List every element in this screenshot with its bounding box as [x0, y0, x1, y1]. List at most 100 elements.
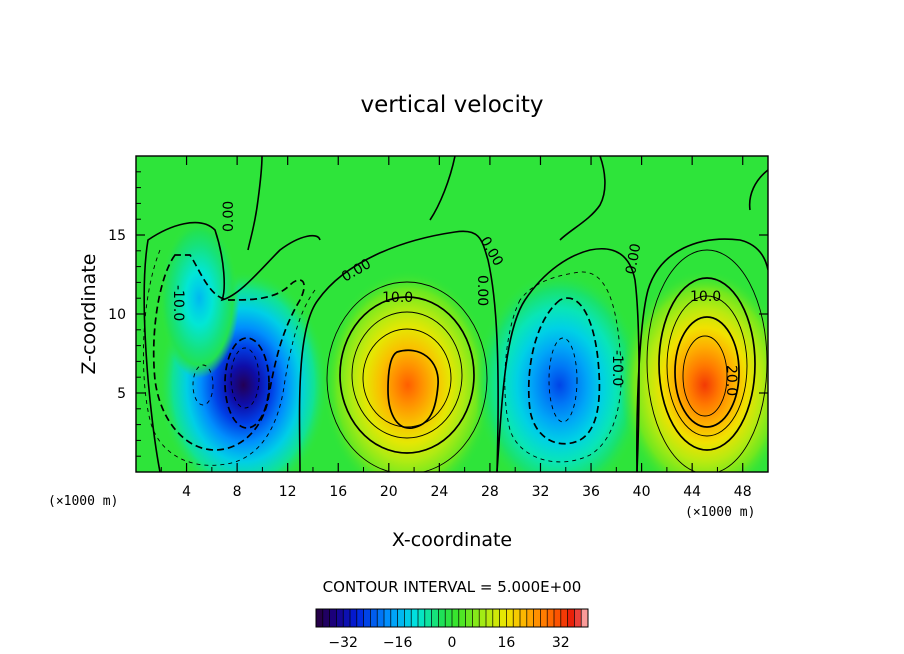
colorbar-segment	[390, 609, 398, 627]
colorbar-segment	[574, 609, 582, 627]
colorbar-segment	[363, 609, 371, 627]
contour-label: 10.0	[382, 290, 413, 306]
colorbar-segment	[506, 609, 514, 627]
contour-label: 10.0	[690, 289, 721, 305]
negative-contour	[527, 297, 601, 445]
colorbar-segment	[397, 609, 405, 627]
zero-contour	[636, 238, 768, 472]
colorbar-segment	[533, 609, 541, 627]
contour-interval-label: CONTOUR INTERVAL = 5.000E+00	[323, 578, 582, 596]
zero-contour	[748, 169, 768, 211]
velocity-field	[136, 156, 768, 472]
positive-contour	[666, 295, 748, 437]
y-tick-label: 15	[108, 228, 126, 244]
y-axis: 5 10 15	[108, 171, 768, 457]
x-tick-label: 12	[279, 484, 297, 500]
contour-label: 20.0	[723, 365, 739, 396]
colorbar-segment	[370, 609, 378, 627]
zero-contour	[429, 156, 456, 221]
colorbar-segment	[329, 609, 337, 627]
x-tick-label: 24	[430, 484, 448, 500]
colorbar-segment	[492, 609, 500, 627]
y-tick-label: 10	[108, 307, 126, 323]
updraft-region	[322, 270, 493, 472]
x-tick-label: 28	[481, 484, 499, 500]
colorbar-segment	[418, 609, 426, 627]
x-axis: 4 8 12 16 20 24 28 32 36 40 44 48	[160, 156, 752, 500]
positive-contour	[339, 296, 475, 454]
contour-lines	[142, 156, 768, 472]
x-tick-label: 20	[380, 484, 398, 500]
zero-contour	[143, 221, 321, 472]
positive-contour	[387, 349, 439, 429]
positive-contour	[326, 281, 488, 472]
x-tick-label: 16	[329, 484, 347, 500]
colorbar-segment	[513, 609, 521, 627]
colorbar-segment	[322, 609, 330, 627]
colorbar-segment	[343, 609, 351, 627]
colorbar-tick-label: 16	[497, 635, 515, 651]
colorbar-tick-label: 0	[448, 635, 457, 651]
colorbar-segment	[356, 609, 364, 627]
negative-contour	[152, 254, 305, 451]
x-axis-label: X-coordinate	[392, 529, 512, 551]
chart-title: vertical velocity	[361, 92, 544, 118]
zero-contour	[559, 156, 606, 241]
x-tick-label: 32	[532, 484, 550, 500]
x-tick-label: 40	[633, 484, 651, 500]
colorbar-segment	[445, 609, 453, 627]
colorbar-segment	[547, 609, 555, 627]
colorbar-segment	[452, 609, 460, 627]
positive-contour	[646, 249, 768, 472]
colorbar-segment	[520, 609, 528, 627]
colorbar-segment	[486, 609, 494, 627]
colorbar-segment	[567, 609, 575, 627]
colorbar-segment	[404, 609, 412, 627]
x-unit-note-right: (×1000 m)	[685, 505, 755, 520]
colorbar-segment	[336, 609, 344, 627]
negative-contour	[224, 337, 270, 429]
colorbar-segment	[431, 609, 439, 627]
colorbar-segment	[411, 609, 419, 627]
negative-contour	[548, 337, 578, 423]
positive-contour	[351, 311, 463, 439]
colorbar-segment	[540, 609, 548, 627]
y-axis-label: Z-coordinate	[78, 254, 100, 375]
contour-label: -10.0	[170, 285, 186, 321]
colorbar-segment	[316, 609, 324, 627]
colorbar-segment	[581, 609, 589, 627]
colorbar-tick-label: −32	[328, 635, 358, 651]
x-tick-label: 8	[233, 484, 242, 500]
y-tick-label: 5	[117, 386, 126, 402]
contour-label: 0.00	[221, 201, 237, 232]
colorbar-segment	[499, 609, 507, 627]
colorbar-segment	[384, 609, 392, 627]
contour-label: -10.0	[609, 350, 625, 386]
negative-contour	[230, 347, 260, 409]
colorbar-segment	[465, 609, 473, 627]
contour-label: 0.00	[474, 275, 490, 306]
colorbar: −32 −16 0 16 32	[315, 608, 589, 651]
x-unit-note-left: (×1000 m)	[48, 494, 118, 509]
negative-contour	[142, 249, 316, 466]
zero-contour	[298, 230, 499, 472]
positive-contour	[674, 316, 740, 428]
negative-contour	[504, 271, 622, 463]
colorbar-segment	[424, 609, 432, 627]
x-tick-label: 48	[734, 484, 752, 500]
colorbar-frame	[315, 608, 589, 628]
x-tick-label: 36	[582, 484, 600, 500]
colorbar-segment	[554, 609, 562, 627]
colorbar-segment	[526, 609, 534, 627]
negative-contour	[192, 364, 214, 406]
x-tick-label: 44	[683, 484, 701, 500]
positive-contour	[682, 335, 728, 417]
colorbar-segment	[560, 609, 568, 627]
colorbar-segment	[438, 609, 446, 627]
x-tick-label: 4	[182, 484, 191, 500]
colorbar-segment	[472, 609, 480, 627]
colorbar-segment	[350, 609, 358, 627]
zero-contour	[247, 156, 263, 251]
positive-contour	[658, 277, 756, 451]
